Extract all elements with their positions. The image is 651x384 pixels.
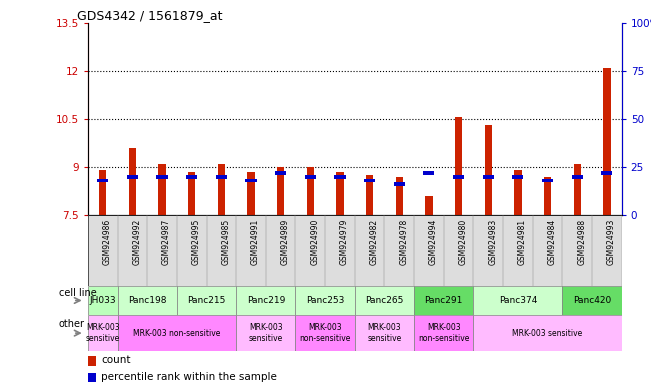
Bar	[88, 286, 118, 315]
Bar	[177, 286, 236, 315]
Bar	[562, 286, 622, 315]
Bar	[512, 175, 523, 179]
Bar	[88, 356, 96, 366]
Bar	[88, 372, 96, 382]
Text: Panc215: Panc215	[187, 296, 226, 305]
Text: percentile rank within the sample: percentile rank within the sample	[102, 372, 277, 382]
Text: GSM924993: GSM924993	[607, 218, 616, 265]
Bar	[158, 164, 166, 215]
Bar	[603, 68, 611, 215]
Bar	[337, 172, 344, 215]
Bar	[484, 126, 492, 215]
Text: MRK-003
non-sensitive: MRK-003 non-sensitive	[299, 323, 351, 343]
Bar	[414, 315, 473, 351]
Bar	[186, 175, 197, 179]
Bar	[423, 171, 434, 175]
Text: GSM924980: GSM924980	[458, 218, 467, 265]
Bar	[364, 179, 375, 182]
Text: GSM924979: GSM924979	[340, 218, 349, 265]
Bar	[396, 177, 403, 215]
Text: GSM924978: GSM924978	[399, 218, 408, 265]
Bar	[99, 170, 106, 215]
Text: MRK-003 non-sensitive: MRK-003 non-sensitive	[133, 329, 221, 338]
Text: GSM924981: GSM924981	[518, 218, 527, 265]
Text: MRK-003
non-sensitive: MRK-003 non-sensitive	[418, 323, 469, 343]
Bar	[156, 175, 167, 179]
Bar	[355, 286, 414, 315]
Text: GSM924985: GSM924985	[221, 218, 230, 265]
Text: Panc219: Panc219	[247, 296, 285, 305]
Text: GSM924988: GSM924988	[577, 218, 586, 265]
Text: Panc374: Panc374	[499, 296, 537, 305]
Bar	[307, 167, 314, 215]
Text: MRK-003 sensitive: MRK-003 sensitive	[512, 329, 583, 338]
Bar	[473, 315, 622, 351]
Text: MRK-003
sensitive: MRK-003 sensitive	[85, 323, 120, 343]
Bar	[453, 175, 464, 179]
Bar	[215, 175, 227, 179]
Bar	[366, 175, 373, 215]
Bar	[572, 175, 583, 179]
Bar	[118, 286, 177, 315]
Bar	[245, 179, 256, 182]
Bar	[97, 179, 108, 182]
Bar	[127, 175, 138, 179]
Bar	[305, 175, 316, 179]
Bar	[473, 286, 562, 315]
Bar	[394, 182, 405, 186]
Bar	[275, 171, 286, 175]
Text: MRK-003
sensitive: MRK-003 sensitive	[249, 323, 283, 343]
Bar	[247, 172, 255, 215]
Text: JH033: JH033	[89, 296, 116, 305]
Bar	[277, 167, 284, 215]
Text: GSM924992: GSM924992	[132, 218, 141, 265]
Text: MRK-003
sensitive: MRK-003 sensitive	[367, 323, 402, 343]
Bar	[296, 315, 355, 351]
Text: Panc420: Panc420	[573, 296, 611, 305]
Bar	[335, 175, 346, 179]
Text: GSM924987: GSM924987	[162, 218, 171, 265]
Bar	[236, 286, 296, 315]
Bar	[88, 315, 118, 351]
Text: GSM924990: GSM924990	[311, 218, 319, 265]
Bar	[217, 164, 225, 215]
Text: other: other	[59, 319, 85, 329]
Bar	[188, 172, 195, 215]
Bar	[118, 315, 236, 351]
Text: Panc291: Panc291	[424, 296, 463, 305]
Bar	[455, 118, 462, 215]
Text: GSM924986: GSM924986	[103, 218, 112, 265]
Bar	[355, 315, 414, 351]
Text: GSM924994: GSM924994	[429, 218, 438, 265]
Bar	[129, 148, 136, 215]
Bar	[542, 179, 553, 182]
Text: Panc265: Panc265	[365, 296, 404, 305]
Text: GSM924991: GSM924991	[251, 218, 260, 265]
Bar	[514, 170, 521, 215]
Text: GSM924982: GSM924982	[370, 218, 379, 265]
Text: GDS4342 / 1561879_at: GDS4342 / 1561879_at	[77, 9, 223, 22]
Bar	[236, 315, 296, 351]
Bar	[414, 286, 473, 315]
Text: Panc253: Panc253	[306, 296, 344, 305]
Bar	[296, 286, 355, 315]
Bar	[602, 171, 613, 175]
Text: GSM924983: GSM924983	[488, 218, 497, 265]
Bar	[574, 164, 581, 215]
Text: GSM924995: GSM924995	[191, 218, 201, 265]
Text: count: count	[102, 356, 131, 366]
Text: cell line: cell line	[59, 288, 96, 298]
Bar	[544, 177, 551, 215]
Text: GSM924989: GSM924989	[281, 218, 290, 265]
Bar	[425, 196, 433, 215]
Text: Panc198: Panc198	[128, 296, 167, 305]
Text: GSM924984: GSM924984	[547, 218, 557, 265]
Bar	[482, 175, 494, 179]
